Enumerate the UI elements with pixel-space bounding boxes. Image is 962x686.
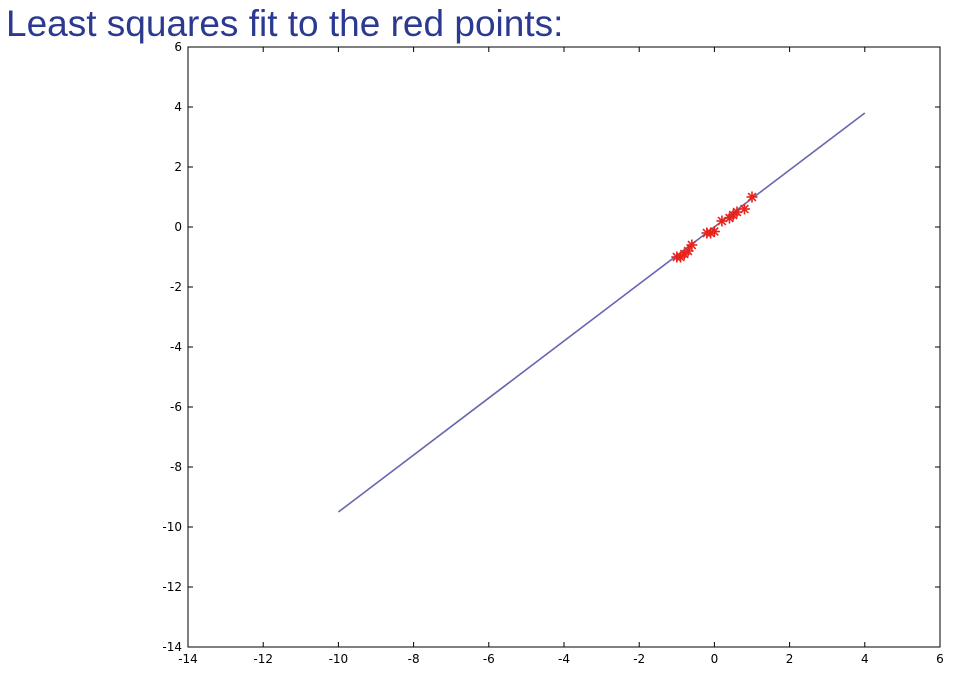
x-tick-label: -6 (483, 652, 495, 666)
x-tick-label: -2 (633, 652, 645, 666)
plot-frame (187, 46, 941, 648)
x-tick-label: -12 (253, 652, 273, 666)
x-tick-label: 6 (936, 652, 944, 666)
y-tick-label: 4 (174, 100, 182, 114)
y-tick-label: 6 (174, 40, 182, 54)
data-series (337, 112, 866, 513)
y-tick-label: -10 (162, 520, 182, 534)
y-tick-label: -2 (170, 280, 182, 294)
data-point (686, 239, 698, 251)
data-point (705, 227, 717, 239)
x-tick-label: 4 (861, 652, 869, 666)
data-point (708, 226, 720, 237)
x-tick-label: -8 (408, 652, 420, 666)
x-tick-label: -10 (329, 652, 349, 666)
x-axis-tick-labels: -14 -12 -10 -8 -6 -4 -2 0 2 4 6 (178, 652, 944, 666)
x-tick-label: -14 (178, 652, 198, 666)
y-tick-label: -6 (170, 400, 182, 414)
data-point (746, 191, 758, 203)
y-tick-label: -12 (162, 580, 182, 594)
slide-title: Least squares fit to the red points: (6, 3, 564, 44)
x-tick-label: -4 (558, 652, 570, 666)
y-tick-label: 0 (174, 220, 182, 234)
x-tick-label: 2 (786, 652, 794, 666)
data-point (738, 203, 750, 215)
fit-line (337, 112, 866, 513)
y-tick-label: -4 (170, 340, 182, 354)
y-tick-label: -8 (170, 460, 182, 474)
y-tick-label: 2 (174, 160, 182, 174)
data-point (682, 245, 694, 257)
y-axis-tick-labels: 6 4 2 0 -2 -4 -6 -8 -10 -12 -14 (162, 40, 182, 654)
tick-marks (187, 46, 941, 648)
y-tick-label: -14 (162, 640, 182, 654)
x-tick-label: 0 (711, 652, 719, 666)
